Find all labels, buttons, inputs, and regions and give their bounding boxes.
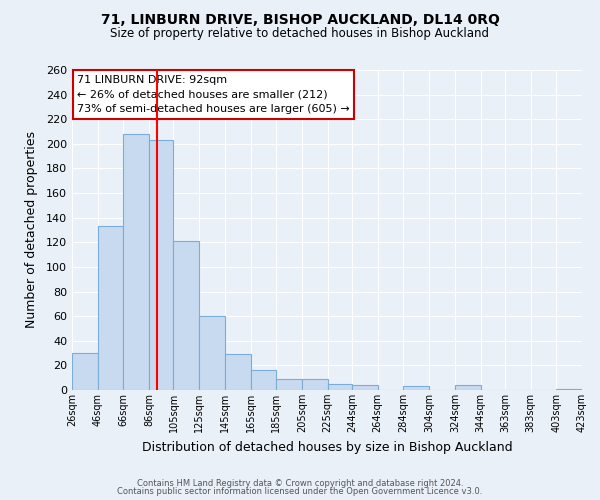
Text: Size of property relative to detached houses in Bishop Auckland: Size of property relative to detached ho… xyxy=(110,28,490,40)
Bar xyxy=(403,386,429,390)
Bar xyxy=(72,353,98,390)
Text: Contains HM Land Registry data © Crown copyright and database right 2024.: Contains HM Land Registry data © Crown c… xyxy=(137,478,463,488)
Bar xyxy=(328,384,352,390)
X-axis label: Distribution of detached houses by size in Bishop Auckland: Distribution of detached houses by size … xyxy=(142,440,512,454)
Bar xyxy=(173,241,199,390)
Bar xyxy=(352,385,378,390)
Bar xyxy=(225,354,251,390)
Bar xyxy=(124,134,149,390)
Bar xyxy=(276,379,302,390)
Bar xyxy=(556,389,582,390)
Bar xyxy=(199,316,225,390)
Bar xyxy=(455,385,481,390)
Bar xyxy=(302,379,328,390)
Text: Contains public sector information licensed under the Open Government Licence v3: Contains public sector information licen… xyxy=(118,487,482,496)
Bar xyxy=(98,226,124,390)
Bar xyxy=(251,370,276,390)
Text: 71 LINBURN DRIVE: 92sqm
← 26% of detached houses are smaller (212)
73% of semi-d: 71 LINBURN DRIVE: 92sqm ← 26% of detache… xyxy=(77,75,350,114)
Text: 71, LINBURN DRIVE, BISHOP AUCKLAND, DL14 0RQ: 71, LINBURN DRIVE, BISHOP AUCKLAND, DL14… xyxy=(101,12,499,26)
Y-axis label: Number of detached properties: Number of detached properties xyxy=(25,132,38,328)
Bar xyxy=(149,140,173,390)
